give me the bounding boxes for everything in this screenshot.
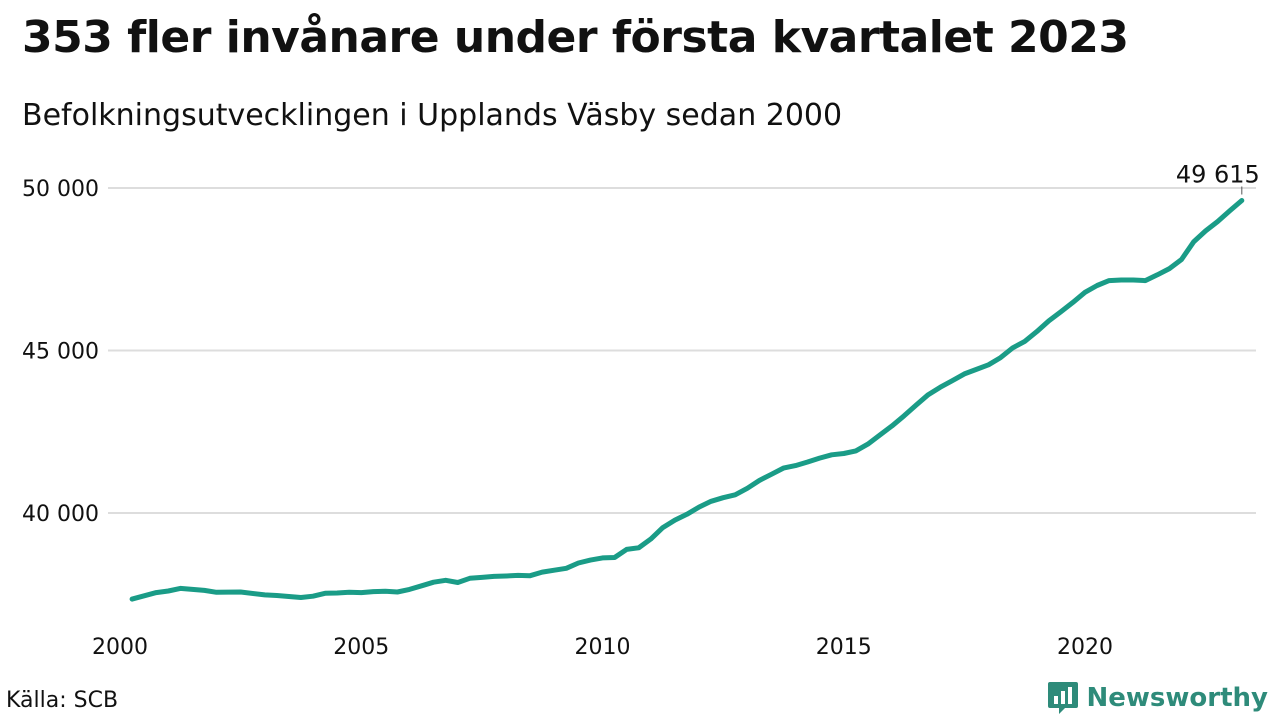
x-axis-ticks: 2000 2005 2010 2015 2020 (92, 635, 1113, 660)
gridlines (108, 187, 1256, 514)
y-tick-label: 45 000 (22, 340, 99, 365)
x-tick-label: 2010 (575, 635, 631, 660)
end-value-label: 49 615 (1176, 161, 1260, 189)
x-tick-label: 2005 (333, 635, 389, 660)
chart-subtitle: Befolkningsutvecklingen i Upplands Väsby… (22, 98, 843, 133)
brand-name: Newsworthy (1086, 683, 1268, 713)
x-tick-label: 2020 (1057, 635, 1113, 660)
brand-logo[interactable]: Newsworthy (1047, 680, 1268, 716)
page-title: 353 fler invånare under första kvartalet… (22, 12, 1129, 63)
x-tick-label: 2000 (92, 635, 148, 660)
x-tick-label: 2015 (816, 635, 872, 660)
source-label: Källa: SCB (6, 688, 119, 713)
annotations: 49 615 (1176, 161, 1260, 195)
newsworthy-logo-icon (1047, 682, 1078, 714)
y-tick-label: 40 000 (22, 502, 99, 527)
y-tick-label: 50 000 (22, 177, 99, 202)
series-group (129, 198, 1245, 602)
series-line (129, 198, 1245, 602)
y-axis-ticks: 40 000 45 000 50 000 (22, 177, 99, 527)
